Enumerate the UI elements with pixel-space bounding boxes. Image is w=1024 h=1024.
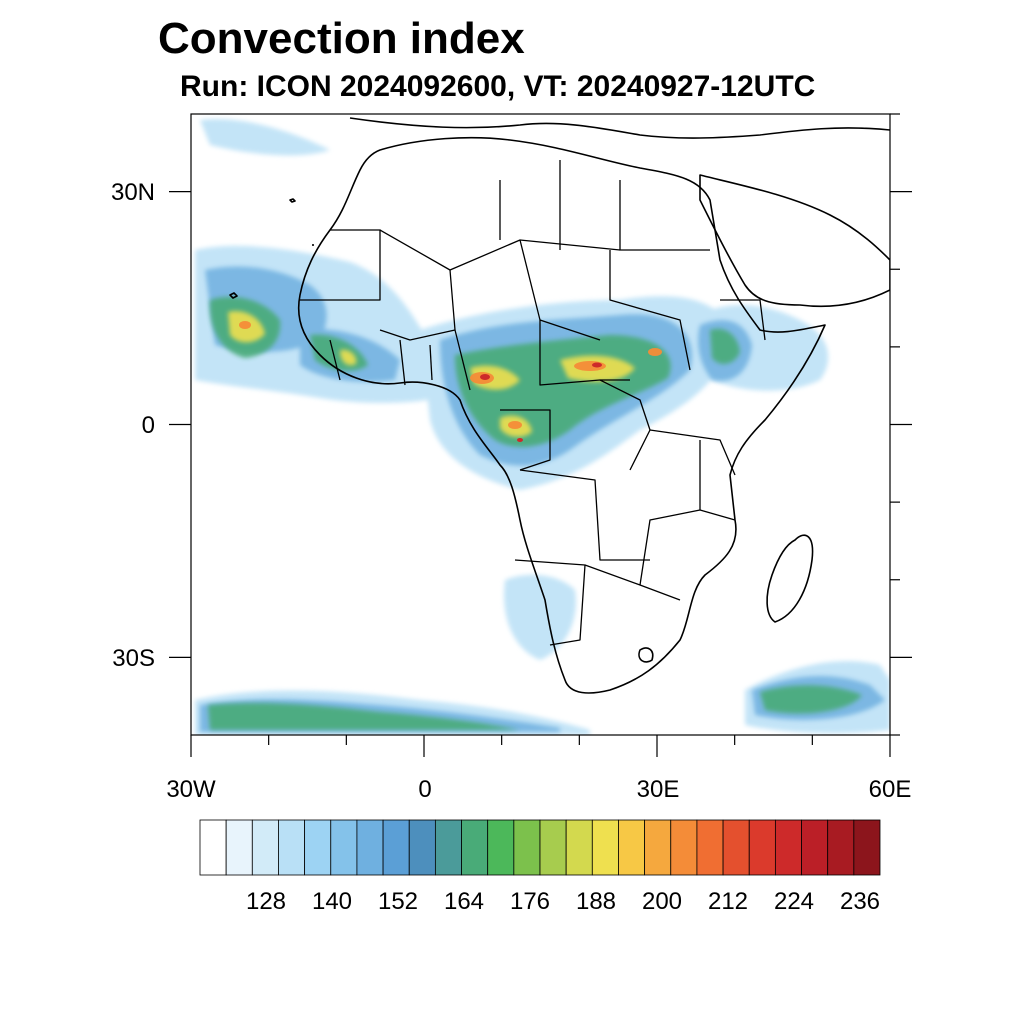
colorbar-swatch xyxy=(513,819,541,876)
colorbar-swatch xyxy=(278,819,306,876)
colorbar-swatch xyxy=(330,819,358,876)
colorbar-swatch xyxy=(853,819,881,876)
lon-label-60e: 60E xyxy=(868,776,912,803)
colorbar-swatch xyxy=(251,819,279,876)
colorbar-swatch xyxy=(356,819,384,876)
colorbar-label-176: 176 xyxy=(509,888,551,915)
colorbar-swatch xyxy=(644,819,672,876)
map-subtitle: Run: ICON 2024092600, VT: 20240927-12UTC xyxy=(180,70,816,103)
colorbar-swatch xyxy=(591,819,619,876)
colorbar-swatch xyxy=(382,819,410,876)
colorbar-swatch xyxy=(722,819,750,876)
colorbar xyxy=(199,819,881,876)
colorbar-swatch xyxy=(461,819,489,876)
colorbar-label-128: 128 xyxy=(245,888,287,915)
colorbar-label-212: 212 xyxy=(707,888,749,915)
colorbar-label-140: 140 xyxy=(311,888,353,915)
colorbar-swatch xyxy=(618,819,646,876)
lon-label-30w: 30W xyxy=(166,776,216,803)
colorbar-swatch xyxy=(304,819,332,876)
colorbar-swatch xyxy=(801,819,829,876)
colorbar-swatch xyxy=(487,819,515,876)
colorbar-swatch xyxy=(827,819,855,876)
colorbar-swatch xyxy=(565,819,593,876)
colorbar-label-236: 236 xyxy=(839,888,881,915)
lat-label-30s: 30S xyxy=(112,645,155,672)
convection-field xyxy=(195,119,890,735)
colorbar-swatch xyxy=(696,819,724,876)
colorbar-swatch xyxy=(539,819,567,876)
lat-label-30n: 30N xyxy=(110,179,155,206)
colorbar-swatch xyxy=(774,819,802,876)
colorbar-swatch xyxy=(199,819,227,876)
coastlines xyxy=(229,117,890,694)
lon-label-30e: 30E xyxy=(636,776,680,803)
lon-label-0: 0 xyxy=(418,776,432,803)
colorbar-swatch xyxy=(434,819,462,876)
colorbar-label-164: 164 xyxy=(443,888,485,915)
colorbar-swatch xyxy=(225,819,253,876)
colorbar-swatch xyxy=(748,819,776,876)
colorbar-label-224: 224 xyxy=(773,888,815,915)
lat-label-equator: 0 xyxy=(141,412,155,439)
colorbar-label-152: 152 xyxy=(377,888,419,915)
colorbar-label-188: 188 xyxy=(575,888,617,915)
map-title: Convection index xyxy=(158,14,525,63)
colorbar-swatch xyxy=(670,819,698,876)
colorbar-swatch xyxy=(408,819,436,876)
colorbar-label-200: 200 xyxy=(641,888,683,915)
